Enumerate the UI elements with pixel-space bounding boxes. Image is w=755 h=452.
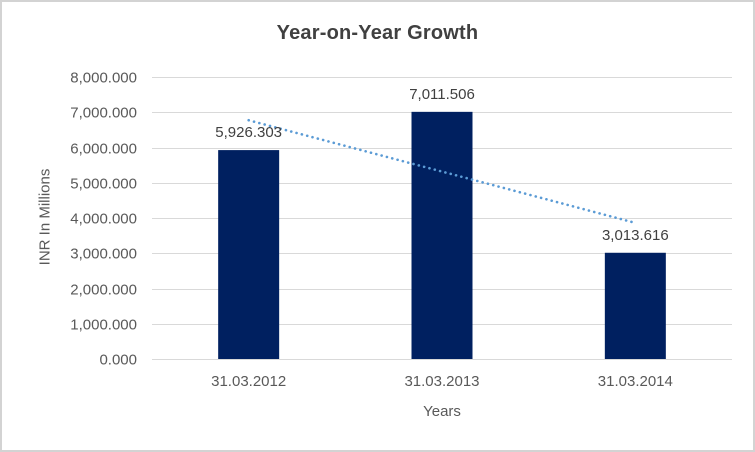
data-label: 3,013.616 xyxy=(602,227,669,244)
y-tick-label: 5,000.000 xyxy=(70,176,137,193)
y-tick-label: 0.000 xyxy=(99,352,137,369)
data-label: 5,926.303 xyxy=(215,124,282,141)
y-tick-label: 4,000.000 xyxy=(70,211,137,228)
y-tick-label: 1,000.000 xyxy=(70,317,137,334)
y-tick-label: 7,000.000 xyxy=(70,105,137,122)
chart-title: Year-on-Year Growth xyxy=(276,22,479,44)
x-category-label: 31.03.2012 xyxy=(211,373,286,390)
bar xyxy=(218,150,280,359)
x-category-label: 31.03.2013 xyxy=(404,373,479,390)
y-tick-label: 3,000.000 xyxy=(70,246,137,263)
y-tick-label: 6,000.000 xyxy=(70,141,137,158)
bar xyxy=(411,111,473,359)
data-label: 7,011.506 xyxy=(409,86,475,103)
y-tick-label: 2,000.000 xyxy=(70,282,137,299)
y-tick-label: 8,000.000 xyxy=(70,70,137,87)
bar xyxy=(604,252,666,359)
x-axis-title: Years xyxy=(423,403,461,420)
x-category-label: 31.03.2014 xyxy=(598,373,673,390)
trendline xyxy=(247,118,637,225)
